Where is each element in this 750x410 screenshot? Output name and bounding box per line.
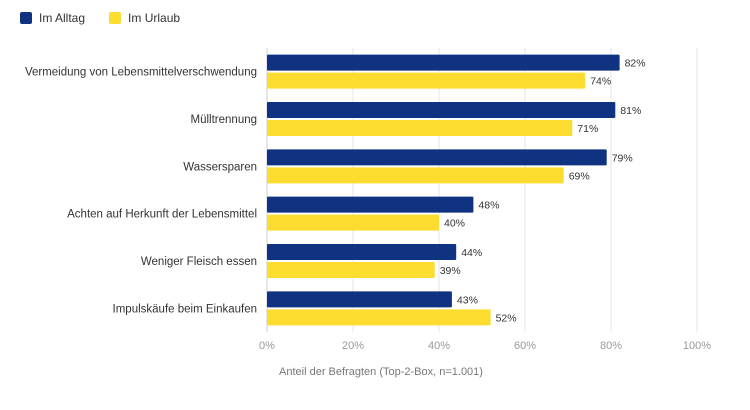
x-tick-label: 100% — [683, 340, 711, 352]
data-label: 71% — [577, 123, 598, 135]
legend-label-im-urlaub: Im Urlaub — [128, 11, 181, 25]
category-label: Wassersparen — [183, 161, 257, 173]
category-labels: Vermeidung von Lebensmittelverschwendung… — [25, 67, 257, 316]
bar-im-urlaub[interactable] — [267, 262, 435, 278]
value-labels: 82% 74% 81% 71% 79% 69% 48% 40% 44%39% 43% 52% — [440, 58, 646, 325]
grid-lines — [266, 48, 698, 332]
legend-swatch-im-urlaub — [109, 12, 122, 24]
x-tick-label: 40% — [428, 340, 450, 352]
legend-item-im-urlaub[interactable]: Im Urlaub — [109, 11, 180, 25]
x-axis-title: Anteil der Befragten (Top-2-Box, n=1.001… — [279, 366, 483, 378]
category-label: Weniger Fleisch essen — [141, 256, 257, 268]
data-label: 39% — [440, 265, 461, 277]
data-label: 74% — [590, 76, 611, 88]
data-label: 81% — [620, 105, 641, 117]
data-label: 44% — [461, 247, 482, 259]
bar-im-alltag[interactable] — [267, 149, 607, 166]
bar-im-urlaub[interactable] — [267, 72, 586, 89]
bar-im-urlaub[interactable] — [267, 167, 564, 184]
x-tick-label: 20% — [342, 340, 364, 352]
bar-im-urlaub[interactable] — [267, 309, 491, 326]
x-tick-label: 80% — [600, 340, 622, 352]
data-label: 43% — [457, 294, 478, 306]
chart-legend: Im Alltag Im Urlaub — [20, 11, 180, 25]
category-label: Impulskäufe beim Einkaufen — [113, 303, 257, 315]
category-label: Achten auf Herkunft der Lebensmittel — [67, 209, 257, 221]
x-tick-labels: 0% 20% 40% 60% 80% 100% — [259, 340, 711, 352]
bar-im-alltag[interactable] — [267, 102, 616, 118]
bar-im-alltag[interactable] — [267, 196, 474, 213]
legend-swatch-im-alltag — [20, 12, 32, 24]
bar-im-urlaub[interactable] — [267, 214, 439, 231]
data-label: 48% — [478, 200, 499, 212]
legend-label-im-alltag: Im Alltag — [39, 11, 86, 25]
data-label: 82% — [625, 58, 646, 70]
x-tick-label: 60% — [514, 340, 536, 352]
bar-im-alltag[interactable] — [267, 291, 452, 308]
category-label: Mülltrennung — [191, 114, 257, 126]
data-label: 40% — [444, 218, 465, 230]
bar-im-alltag[interactable] — [267, 244, 457, 260]
data-label: 52% — [496, 312, 517, 324]
bar-im-urlaub[interactable] — [267, 120, 573, 136]
legend-item-im-alltag[interactable]: Im Alltag — [20, 11, 85, 25]
data-label: 79% — [612, 152, 633, 164]
x-tick-label: 0% — [259, 340, 275, 352]
bars-group — [267, 54, 620, 326]
data-label: 69% — [569, 170, 590, 182]
category-label: Vermeidung von Lebensmittelverschwendung — [25, 67, 257, 79]
bar-im-alltag[interactable] — [267, 54, 620, 71]
